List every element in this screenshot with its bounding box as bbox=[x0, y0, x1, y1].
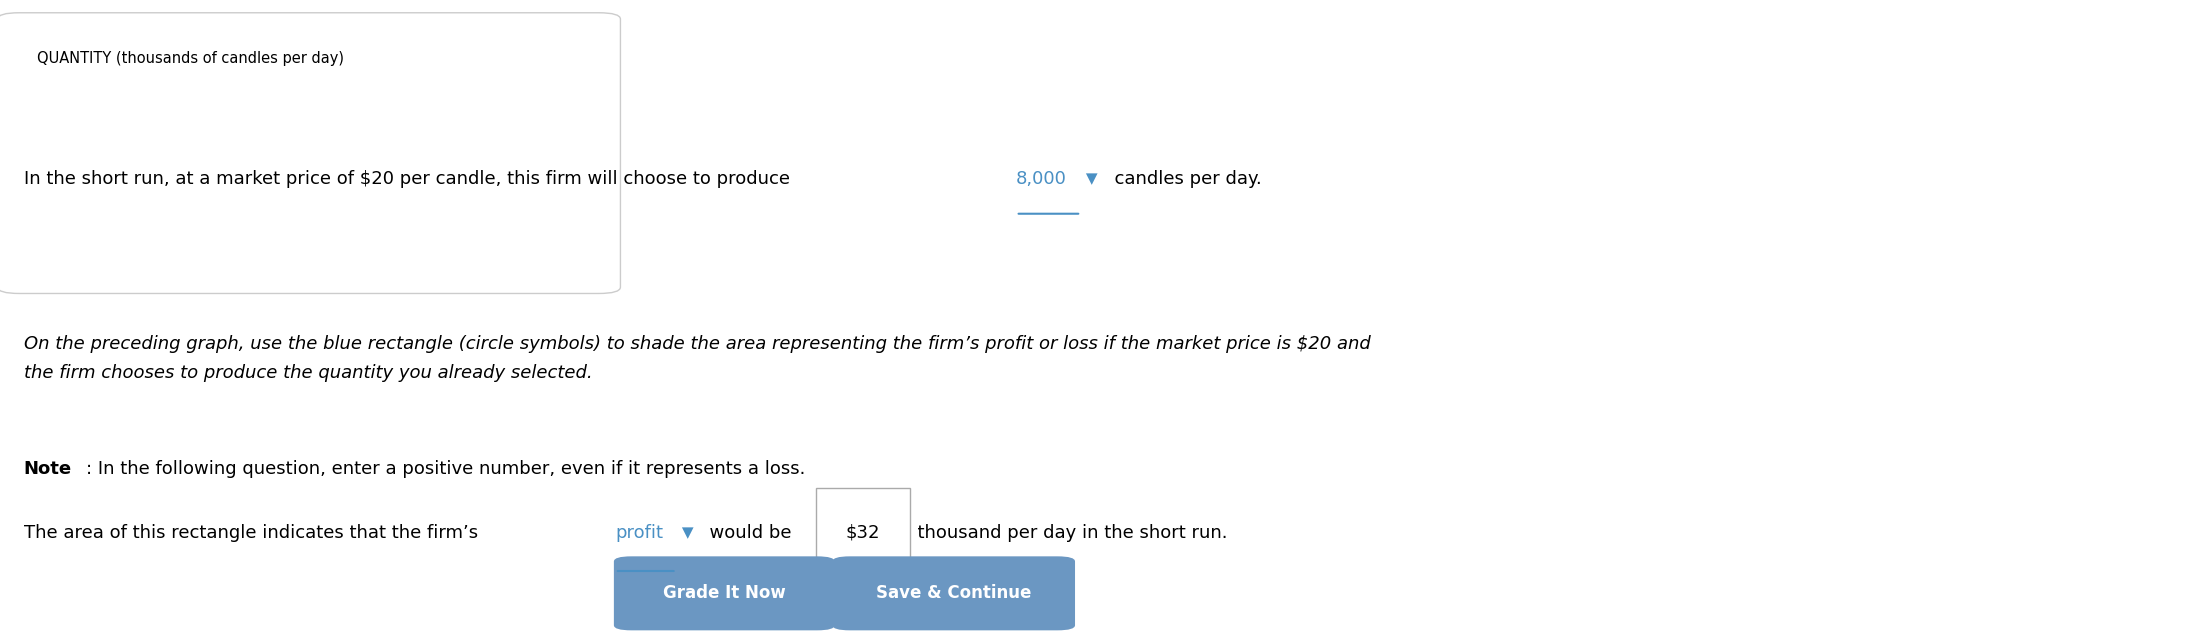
Text: QUANTITY (thousands of candles per day): QUANTITY (thousands of candles per day) bbox=[37, 51, 344, 66]
Text: In the short run, at a market price of $20 per candle, this firm will choose to : In the short run, at a market price of $… bbox=[24, 170, 796, 188]
Text: Note: Note bbox=[24, 460, 72, 478]
Text: ▼: ▼ bbox=[676, 525, 693, 540]
FancyBboxPatch shape bbox=[614, 556, 834, 630]
Text: : In the following question, enter a positive number, even if it represents a lo: : In the following question, enter a pos… bbox=[86, 460, 805, 478]
Text: $32: $32 bbox=[845, 524, 880, 542]
Text: ▼: ▼ bbox=[1082, 171, 1097, 186]
Text: Grade It Now: Grade It Now bbox=[663, 584, 785, 602]
FancyBboxPatch shape bbox=[832, 556, 1075, 630]
Text: The area of this rectangle indicates that the firm’s: The area of this rectangle indicates tha… bbox=[24, 524, 483, 542]
Text: candles per day.: candles per day. bbox=[1104, 170, 1262, 188]
FancyBboxPatch shape bbox=[816, 488, 911, 577]
FancyBboxPatch shape bbox=[0, 13, 621, 293]
Text: On the preceding graph, use the blue rectangle (circle symbols) to shade the are: On the preceding graph, use the blue rec… bbox=[24, 335, 1371, 382]
Text: thousand per day in the short run.: thousand per day in the short run. bbox=[906, 524, 1226, 542]
Text: would be: would be bbox=[698, 524, 792, 542]
Text: profit: profit bbox=[614, 524, 663, 542]
Text: Save & Continue: Save & Continue bbox=[875, 584, 1031, 602]
Text: 8,000: 8,000 bbox=[1016, 170, 1066, 188]
